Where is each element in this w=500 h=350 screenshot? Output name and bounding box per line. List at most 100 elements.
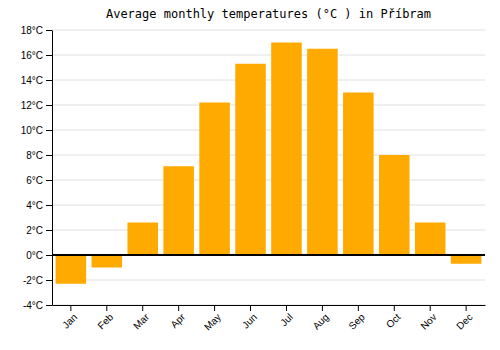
tick: -4°C — [23, 300, 52, 311]
tick-mark — [430, 305, 431, 311]
tick-mark — [46, 30, 52, 31]
grid-line — [52, 205, 485, 206]
tick-mark — [46, 205, 52, 206]
tick: Mar — [131, 305, 151, 331]
bar — [199, 103, 230, 256]
chart: -4°C -2°C 0°C 2°C 4°C 6°C 8°C 10°C 12°C 14°C 16°C 1… — [0, 0, 500, 350]
tick: 2°C — [26, 225, 52, 236]
tick-mark — [286, 305, 287, 311]
tick-mark — [466, 305, 467, 311]
bar — [343, 93, 374, 256]
tick: 14°C — [21, 75, 52, 86]
tick-mark — [46, 105, 52, 106]
tick-label: 16°C — [21, 50, 43, 61]
tick-label: Dec — [454, 311, 474, 331]
tick-mark — [70, 305, 71, 311]
bar — [307, 49, 338, 255]
grid-line — [52, 305, 485, 306]
tick: May — [202, 305, 223, 333]
tick: Apr — [168, 305, 187, 330]
grid-line — [52, 105, 485, 106]
tick-mark — [46, 180, 52, 181]
tick-label: 4°C — [26, 200, 43, 211]
tick: 18°C — [21, 25, 52, 36]
tick-label: 18°C — [21, 25, 43, 36]
tick-label: Oct — [384, 311, 403, 330]
tick-mark — [46, 130, 52, 131]
tick-mark — [46, 255, 52, 256]
bar — [92, 255, 123, 268]
tick-label: Mar — [131, 311, 151, 331]
tick-label: Feb — [95, 311, 115, 331]
grid-line — [52, 255, 485, 256]
tick-mark — [46, 230, 52, 231]
x-axis: Jan Feb Mar Apr May Jun Jul Aug Sep Oct Nov Dec — [53, 305, 486, 333]
tick-label: 6°C — [26, 175, 43, 186]
tick-mark — [46, 280, 52, 281]
bar — [127, 223, 158, 256]
bar — [163, 166, 194, 255]
tick: Jun — [240, 305, 259, 331]
tick-mark — [142, 305, 143, 311]
grid-line — [52, 130, 485, 131]
tick-label: Apr — [168, 311, 187, 330]
tick-label: Jan — [60, 311, 79, 330]
tick-label: 10°C — [21, 125, 43, 136]
tick: 16°C — [21, 50, 52, 61]
tick: Feb — [95, 305, 115, 331]
tick-label: Sep — [346, 311, 367, 332]
bar — [451, 255, 482, 264]
bar — [56, 255, 87, 284]
tick-mark — [46, 55, 52, 56]
tick-mark — [46, 305, 52, 306]
tick: Oct — [384, 305, 403, 330]
tick-mark — [46, 80, 52, 81]
tick-mark — [46, 155, 52, 156]
tick: 10°C — [21, 125, 52, 136]
grid-line — [52, 155, 485, 156]
tick-mark — [250, 305, 251, 311]
baseline — [52, 254, 485, 256]
grid-line — [52, 280, 485, 281]
tick-label: May — [202, 311, 223, 332]
tick-mark — [322, 305, 323, 311]
grid-line — [52, 30, 485, 31]
bar — [271, 43, 302, 256]
tick: 4°C — [26, 200, 52, 211]
bars — [52, 43, 485, 284]
bar — [379, 155, 410, 255]
tick: Nov — [418, 305, 438, 332]
tick-label: Aug — [311, 311, 331, 331]
tick: Dec — [454, 305, 474, 332]
tick-label: -2°C — [23, 275, 43, 286]
tick-label: Jul — [278, 311, 295, 328]
tick-label: 12°C — [21, 100, 43, 111]
tick-mark — [394, 305, 395, 311]
grid-line — [52, 80, 485, 81]
tick: Jul — [278, 305, 295, 328]
tick-label: Jun — [240, 311, 259, 330]
grid-line — [52, 55, 485, 56]
tick: 8°C — [26, 150, 52, 161]
tick-label: -4°C — [23, 300, 43, 311]
axis-line — [53, 305, 486, 306]
grid — [52, 30, 485, 305]
title: Average monthly temperatures (°C ) in Př… — [106, 7, 431, 21]
tick-label: Nov — [418, 311, 438, 331]
axis-line — [52, 31, 53, 306]
tick: Jan — [60, 305, 79, 331]
y-axis: -4°C -2°C 0°C 2°C 4°C 6°C 8°C 10°C 12°C 14°C 16°C 1… — [21, 25, 53, 311]
grid-line — [52, 180, 485, 181]
tick: 12°C — [21, 100, 52, 111]
bar — [235, 64, 266, 255]
tick-label: 14°C — [21, 75, 43, 86]
tick-label: 0°C — [26, 250, 43, 261]
tick: -2°C — [23, 275, 52, 286]
plot: -4°C -2°C 0°C 2°C 4°C 6°C 8°C 10°C 12°C 14°C 16°C 1… — [21, 25, 486, 333]
tick: 0°C — [26, 250, 52, 261]
tick-mark — [178, 305, 179, 311]
tick: 6°C — [26, 175, 52, 186]
tick-label: 8°C — [26, 150, 43, 161]
tick: Sep — [346, 305, 367, 332]
bar — [415, 223, 446, 256]
